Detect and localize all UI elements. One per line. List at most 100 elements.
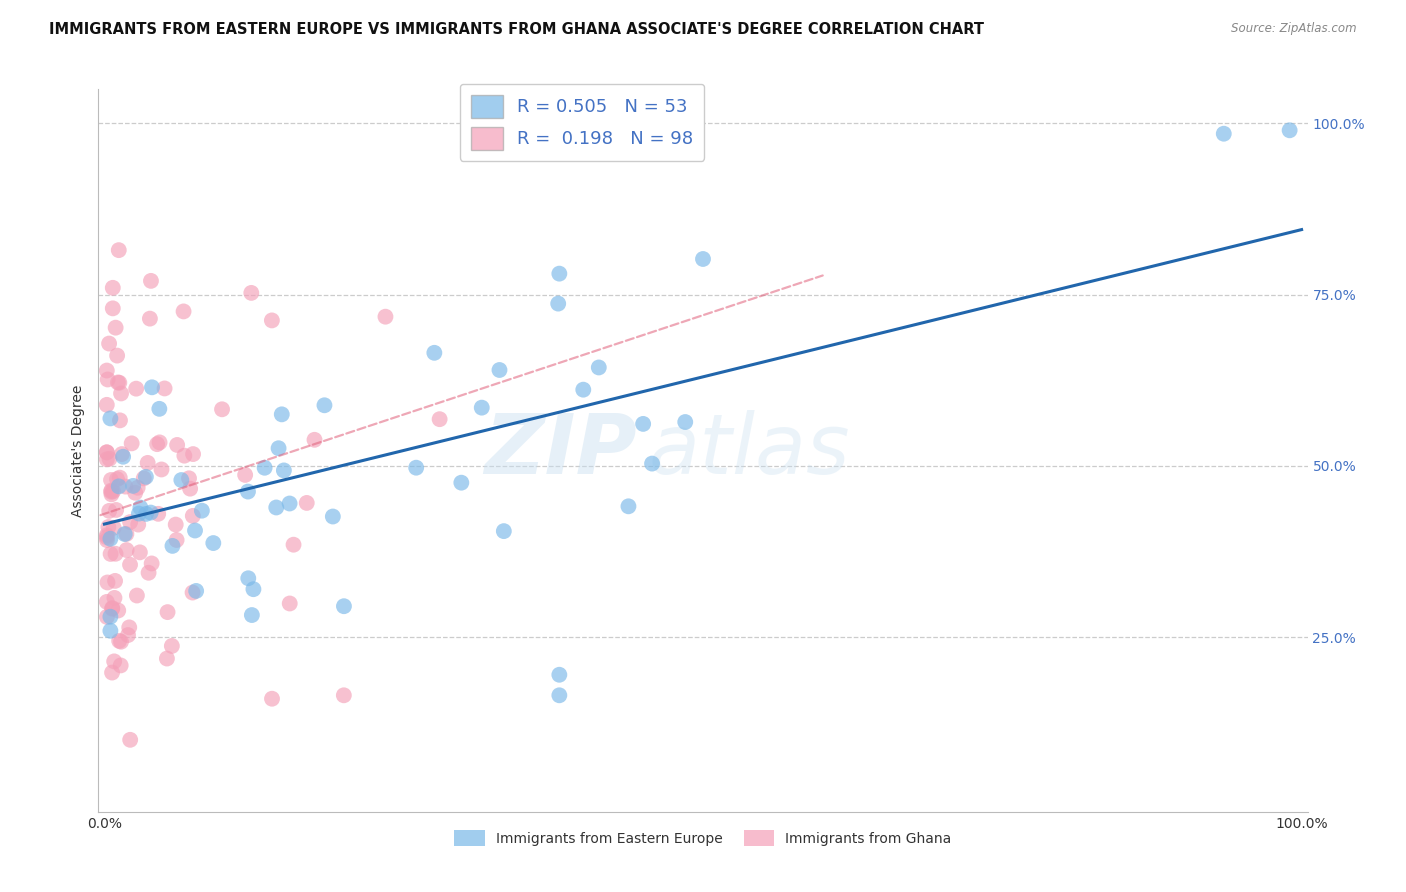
Point <box>547 296 569 310</box>
Text: atlas: atlas <box>648 410 851 491</box>
Point <box>105 349 128 363</box>
Point <box>588 360 610 375</box>
Point <box>1212 127 1234 141</box>
Point <box>108 633 131 648</box>
Point <box>125 589 148 603</box>
Point <box>108 470 131 484</box>
Point <box>96 575 118 590</box>
Point <box>488 363 510 377</box>
Point <box>120 732 142 747</box>
Legend: Immigrants from Eastern Europe, Immigrants from Ghana: Immigrants from Eastern Europe, Immigran… <box>449 824 957 852</box>
Point <box>96 445 118 459</box>
Point <box>96 533 118 548</box>
Point <box>103 591 125 605</box>
Point <box>111 447 134 461</box>
Point <box>124 485 146 500</box>
Point <box>267 442 290 456</box>
Point <box>98 504 121 518</box>
Point <box>117 628 139 642</box>
Point <box>96 398 118 412</box>
Point <box>173 449 195 463</box>
Point <box>107 243 129 257</box>
Point <box>139 311 162 326</box>
Point <box>96 530 118 544</box>
Point <box>170 473 193 487</box>
Point <box>101 484 124 499</box>
Point <box>264 500 287 515</box>
Point <box>108 413 131 427</box>
Point <box>100 484 122 499</box>
Point <box>202 536 225 550</box>
Point <box>165 517 187 532</box>
Point <box>260 313 283 327</box>
Point <box>103 654 125 668</box>
Point <box>141 557 163 571</box>
Point <box>104 320 127 334</box>
Point <box>96 445 118 459</box>
Point <box>114 480 136 494</box>
Point <box>631 417 654 431</box>
Point <box>492 524 515 538</box>
Point <box>125 382 148 396</box>
Point <box>135 470 157 484</box>
Point <box>273 463 295 477</box>
Point <box>673 415 696 429</box>
Point <box>127 481 149 495</box>
Point <box>374 310 396 324</box>
Point <box>233 467 256 482</box>
Point <box>260 691 283 706</box>
Point <box>122 479 145 493</box>
Point <box>108 376 131 390</box>
Point <box>129 500 152 515</box>
Point <box>101 301 124 316</box>
Point <box>173 304 195 318</box>
Point <box>471 401 494 415</box>
Point <box>103 521 125 535</box>
Point <box>278 597 301 611</box>
Point <box>114 527 136 541</box>
Point <box>100 487 122 501</box>
Point <box>96 610 118 624</box>
Text: ZIP: ZIP <box>484 410 637 491</box>
Point <box>295 496 318 510</box>
Point <box>128 507 150 521</box>
Point <box>104 574 127 588</box>
Point <box>101 281 124 295</box>
Point <box>236 484 259 499</box>
Point <box>148 507 170 521</box>
Point <box>617 500 640 514</box>
Point <box>238 571 260 585</box>
Point <box>100 547 122 561</box>
Point <box>98 451 121 466</box>
Point <box>450 475 472 490</box>
Text: IMMIGRANTS FROM EASTERN EUROPE VS IMMIGRANTS FROM GHANA ASSOCIATE'S DEGREE CORRE: IMMIGRANTS FROM EASTERN EUROPE VS IMMIGR… <box>49 22 984 37</box>
Point <box>283 538 305 552</box>
Point <box>166 438 188 452</box>
Point <box>96 363 118 377</box>
Point <box>211 402 233 417</box>
Point <box>105 503 128 517</box>
Point <box>100 609 122 624</box>
Point <box>110 658 132 673</box>
Point <box>115 543 138 558</box>
Text: Source: ZipAtlas.com: Source: ZipAtlas.com <box>1232 22 1357 36</box>
Point <box>97 520 120 534</box>
Point <box>148 435 170 450</box>
Point <box>240 608 263 623</box>
Point <box>242 582 264 597</box>
Point <box>115 527 138 541</box>
Point <box>135 507 157 521</box>
Point <box>692 252 714 266</box>
Point <box>548 667 571 681</box>
Point <box>160 639 183 653</box>
Point <box>136 456 159 470</box>
Point <box>97 372 120 386</box>
Point <box>132 471 155 485</box>
Point <box>100 483 122 498</box>
Point <box>429 412 451 426</box>
Point <box>641 457 664 471</box>
Point <box>156 605 179 619</box>
Point <box>177 471 200 485</box>
Point <box>105 472 128 486</box>
Point <box>110 634 132 648</box>
